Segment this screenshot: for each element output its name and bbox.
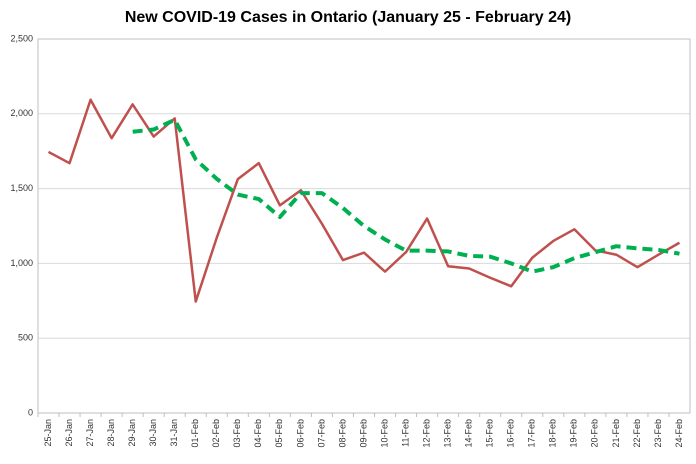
y-tick-label: 0 [28, 407, 33, 417]
x-tick-label: 27-Jan [85, 419, 95, 447]
y-tick-label: 2,000 [10, 108, 33, 118]
x-tick-label: 05-Feb [274, 419, 284, 448]
x-tick-label: 31-Jan [169, 419, 179, 447]
x-tick-label: 26-Jan [64, 419, 74, 447]
y-tick-label: 500 [18, 333, 33, 343]
x-tick-label: 10-Feb [379, 419, 389, 448]
y-tick-label: 2,500 [10, 33, 33, 43]
x-tick-label: 08-Feb [337, 419, 347, 448]
x-tick-label: 06-Feb [295, 419, 305, 448]
x-tick-label: 21-Feb [611, 419, 621, 448]
x-tick-label: 11-Feb [400, 419, 410, 447]
x-tick-label: 14-Feb [464, 419, 474, 448]
x-tick-label: 29-Jan [127, 419, 137, 447]
x-tick-label: 13-Feb [443, 419, 453, 448]
x-tick-label: 15-Feb [485, 419, 495, 448]
x-tick-label: 22-Feb [632, 419, 642, 448]
x-tick-label: 03-Feb [232, 419, 242, 448]
x-tick-label: 18-Feb [548, 419, 558, 448]
x-tick-label: 20-Feb [590, 419, 600, 448]
x-tick-label: 02-Feb [211, 419, 221, 448]
y-tick-label: 1,000 [10, 258, 33, 268]
x-tick-label: 07-Feb [316, 419, 326, 448]
y-tick-label: 1,500 [10, 183, 33, 193]
x-tick-label: 30-Jan [148, 419, 158, 447]
x-tick-label: 12-Feb [421, 419, 431, 448]
plot-border [37, 38, 691, 414]
x-tick-label: 16-Feb [506, 419, 516, 448]
x-tick-label: 01-Feb [190, 419, 200, 448]
x-tick-label: 28-Jan [106, 419, 116, 447]
x-tick-label: 17-Feb [527, 419, 537, 448]
x-tick-label: 19-Feb [569, 419, 579, 448]
chart-title: New COVID-19 Cases in Ontario (January 2… [125, 9, 571, 26]
series-line [132, 117, 680, 274]
x-tick-label: 04-Feb [253, 419, 263, 448]
x-tick-label: 24-Feb [674, 419, 684, 448]
x-tick-label: 23-Feb [653, 419, 663, 448]
series-line [47, 98, 681, 303]
x-tick-label: 25-Jan [43, 419, 53, 447]
x-tick-label: 09-Feb [358, 419, 368, 448]
